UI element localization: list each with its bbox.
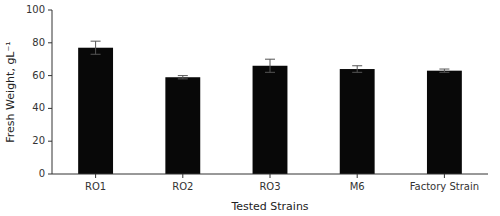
error-bar	[91, 41, 101, 54]
bar	[427, 71, 462, 174]
y-tick	[48, 10, 52, 11]
error-bar	[439, 69, 449, 72]
x-tick	[182, 174, 183, 178]
bar	[78, 48, 113, 174]
bar	[253, 66, 288, 174]
x-tick	[357, 174, 358, 178]
x-tick	[95, 174, 96, 178]
y-tick-label: 60	[32, 70, 45, 81]
y-tick	[48, 42, 52, 43]
y-tick-label: 40	[32, 102, 45, 113]
bar	[340, 69, 375, 174]
x-axis-title: Tested Strains	[230, 200, 308, 213]
x-tick-label: RO3	[259, 181, 280, 192]
bar	[165, 77, 200, 174]
x-tick-label: Factory Strain	[410, 181, 479, 192]
y-tick-label: 20	[32, 135, 45, 146]
error-bar	[265, 59, 275, 72]
x-tick	[270, 174, 271, 178]
y-tick	[48, 75, 52, 76]
x-tick-label: RO1	[85, 181, 106, 192]
y-tick-label: 100	[26, 4, 45, 15]
x-tick	[444, 174, 445, 178]
y-tick	[48, 141, 52, 142]
error-bar	[178, 76, 188, 79]
plot-area	[78, 41, 462, 174]
y-tick-label: 0	[39, 168, 45, 179]
y-tick-label: 80	[32, 37, 45, 48]
x-tick-label: M6	[350, 181, 365, 192]
x-tick-label: RO2	[172, 181, 193, 192]
y-tick	[48, 108, 52, 109]
y-axis-title: Fresh Weight, gL⁻¹	[4, 41, 17, 142]
y-tick	[48, 174, 52, 175]
chart: 0 20 40 60 80 100 RO1 RO2 RO3 M6 Factory Strain Tes…	[0, 0, 500, 216]
error-bar	[352, 66, 362, 73]
chart-container: 0 20 40 60 80 100 RO1 RO2 RO3 M6 Factory Strain Tes…	[0, 0, 500, 216]
y-axis-line	[52, 10, 53, 174]
